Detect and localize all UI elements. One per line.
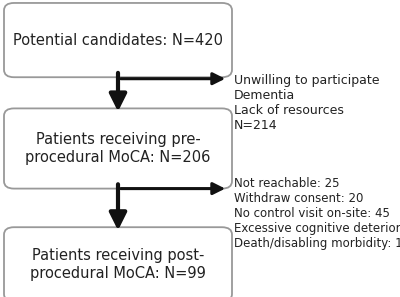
Text: Not reachable: 25
Withdraw consent: 20
No control visit on-site: 45
Excessive co: Not reachable: 25 Withdraw consent: 20 N… <box>234 177 400 250</box>
FancyBboxPatch shape <box>4 3 232 77</box>
Text: Patients receiving post-
procedural MoCA: N=99: Patients receiving post- procedural MoCA… <box>30 248 206 281</box>
Text: Patients receiving pre-
procedural MoCA: N=206: Patients receiving pre- procedural MoCA:… <box>25 132 211 165</box>
Text: Potential candidates: N=420: Potential candidates: N=420 <box>13 33 223 48</box>
FancyBboxPatch shape <box>4 227 232 297</box>
Text: Unwilling to participate
Dementia
Lack of resources
N=214: Unwilling to participate Dementia Lack o… <box>234 74 380 132</box>
FancyBboxPatch shape <box>4 108 232 189</box>
